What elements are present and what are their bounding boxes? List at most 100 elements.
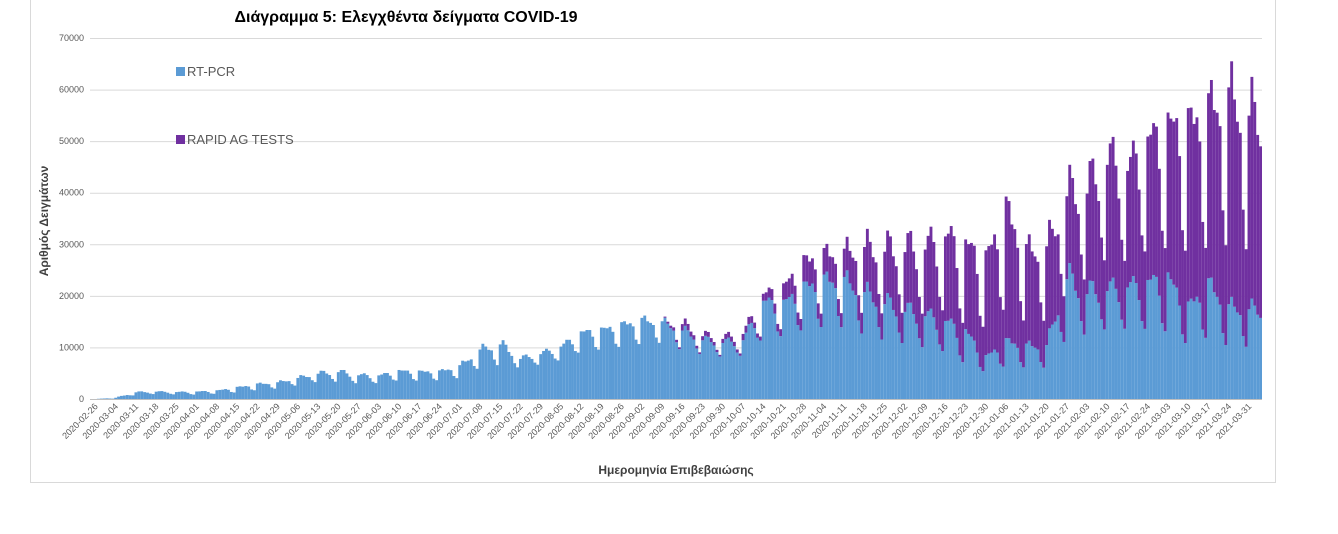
- bar-rt-pcr: [388, 375, 392, 399]
- bar-rapid-ag: [704, 330, 707, 336]
- bar-rapid-ag: [941, 310, 944, 352]
- bar-rapid-ag: [1129, 156, 1132, 283]
- bar-rt-pcr: [120, 395, 123, 399]
- bar-rt-pcr: [189, 394, 193, 399]
- bar-rt-pcr: [151, 394, 155, 399]
- bar-rt-pcr: [1131, 276, 1135, 399]
- bar-rt-pcr: [712, 345, 716, 399]
- bar-rt-pcr: [568, 339, 572, 399]
- bar-rt-pcr: [1224, 344, 1228, 399]
- bar-rt-pcr: [128, 395, 132, 399]
- bar-rt-pcr: [698, 353, 702, 399]
- bar-rt-pcr: [1235, 312, 1239, 399]
- bar-rt-pcr: [941, 351, 944, 399]
- bar-rt-pcr: [1111, 277, 1115, 399]
- bar-rt-pcr: [964, 329, 968, 399]
- bar-rapid-ag: [1233, 99, 1236, 307]
- chart-frame: [30, 0, 1276, 483]
- bar-rt-pcr: [172, 394, 175, 399]
- bar-rt-pcr: [146, 392, 149, 399]
- bar-rt-pcr: [1230, 296, 1234, 399]
- bar-rapid-ag: [730, 336, 733, 342]
- bar-rapid-ag: [834, 263, 838, 289]
- bar-rapid-ag: [1097, 201, 1101, 303]
- bar-rt-pcr: [680, 330, 684, 399]
- bar-rapid-ag: [1160, 230, 1164, 324]
- bar-rapid-ag: [1181, 230, 1184, 335]
- bar-rt-pcr: [200, 391, 204, 399]
- bar-rt-pcr: [666, 323, 670, 399]
- bar-rapid-ag: [952, 236, 956, 324]
- bar-rt-pcr: [706, 336, 710, 399]
- bar-rt-pcr: [533, 362, 537, 399]
- bar-rt-pcr: [1166, 272, 1170, 399]
- bar-rt-pcr: [166, 392, 170, 399]
- bar-rt-pcr: [250, 389, 254, 399]
- bar-rapid-ag: [1227, 87, 1231, 305]
- bar-rt-pcr: [1120, 319, 1124, 399]
- bar-rapid-ag: [958, 308, 962, 356]
- bar-rt-pcr: [458, 365, 462, 399]
- bar-rt-pcr: [403, 370, 407, 399]
- bar-rt-pcr: [258, 382, 262, 399]
- bar-rt-pcr: [478, 349, 482, 399]
- bar-rt-pcr: [1233, 306, 1236, 399]
- bar-rt-pcr: [721, 342, 725, 399]
- bar-rt-pcr: [779, 336, 783, 399]
- bar-rt-pcr: [643, 315, 647, 399]
- bar-rt-pcr: [709, 342, 713, 399]
- bar-rt-pcr: [1022, 367, 1025, 399]
- bar-rt-pcr: [1123, 328, 1127, 399]
- bar-rt-pcr: [718, 356, 722, 399]
- bar-rapid-ag: [837, 299, 840, 317]
- bar-rt-pcr: [183, 391, 187, 399]
- bar-rapid-ag: [744, 325, 748, 333]
- bar-rapid-ag: [675, 339, 678, 343]
- bar-rapid-ag: [967, 244, 970, 334]
- bar-rt-pcr: [897, 332, 901, 399]
- bar-rapid-ag: [1241, 209, 1245, 337]
- bar-rt-pcr: [466, 360, 470, 399]
- bar-rt-pcr: [865, 281, 869, 399]
- bar-rt-pcr: [970, 336, 973, 399]
- bar-rt-pcr: [501, 340, 505, 399]
- bar-rt-pcr: [371, 381, 375, 399]
- bar-rapid-ag: [1157, 168, 1161, 296]
- bar-rapid-ag: [1088, 161, 1092, 281]
- bar-rt-pcr: [1183, 343, 1187, 399]
- bar-rt-pcr: [1108, 281, 1112, 399]
- bar-rt-pcr: [1097, 302, 1101, 399]
- bar-rt-pcr: [585, 330, 589, 399]
- bar-rt-pcr: [368, 378, 372, 399]
- bar-rt-pcr: [148, 393, 152, 399]
- bar-rapid-ag: [1218, 126, 1222, 305]
- bar-rapid-ag: [909, 230, 913, 303]
- bar-rt-pcr: [582, 331, 586, 399]
- bar-rt-pcr: [978, 366, 982, 399]
- bar-rapid-ag: [790, 273, 794, 294]
- legend-label-rapid-ag: RAPID AG TESTS: [187, 132, 294, 147]
- bar-rt-pcr: [400, 370, 404, 399]
- bar-rt-pcr: [322, 370, 326, 399]
- bar-rt-pcr: [868, 291, 872, 399]
- bar-rapid-ag: [1143, 251, 1147, 329]
- bar-rt-pcr: [357, 375, 360, 399]
- bar-rt-pcr: [657, 342, 661, 399]
- bar-rapid-ag: [1004, 196, 1008, 339]
- bar-rt-pcr: [545, 348, 548, 399]
- bar-rt-pcr: [880, 339, 884, 399]
- bar-rt-pcr: [226, 389, 230, 399]
- bar-rapid-ag: [776, 323, 780, 332]
- bar-rt-pcr: [293, 385, 297, 399]
- grid-lines: [90, 38, 1262, 349]
- bar-rt-pcr: [683, 325, 687, 399]
- bar-rt-pcr: [1253, 305, 1257, 399]
- bar-rapid-ag: [1016, 247, 1020, 348]
- bar-rapid-ag: [727, 331, 731, 338]
- bar-rapid-ag: [810, 258, 814, 284]
- bar-rt-pcr: [1241, 336, 1245, 399]
- bar-rapid-ag: [796, 312, 800, 326]
- bar-rt-pcr: [1178, 305, 1182, 399]
- bar-rapid-ag: [1189, 107, 1193, 299]
- bar-rt-pcr: [926, 311, 930, 399]
